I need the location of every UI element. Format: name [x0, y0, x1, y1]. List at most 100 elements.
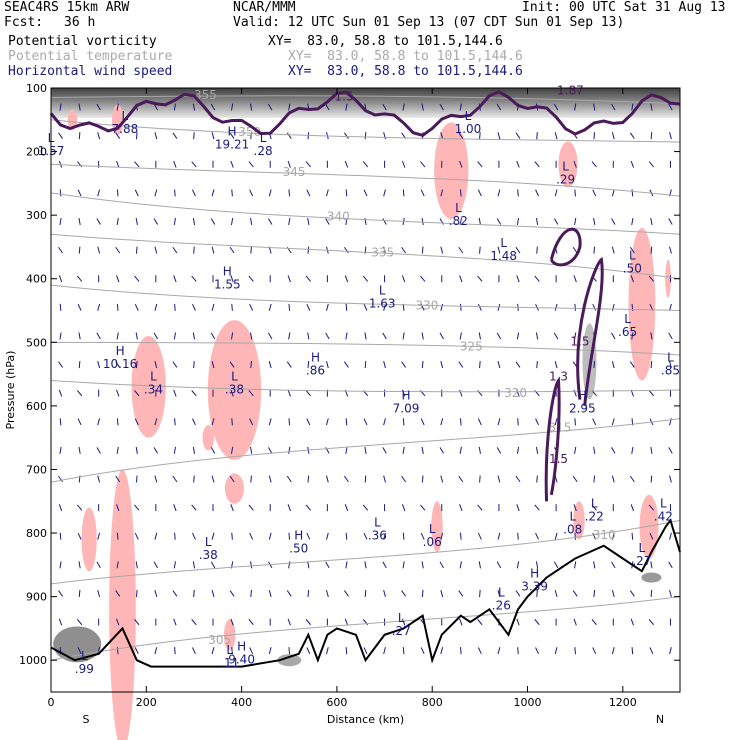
pv-shading-surface — [641, 572, 662, 583]
wind-vector — [59, 561, 62, 569]
wind-vector — [477, 303, 482, 311]
wind-vector — [593, 246, 596, 254]
wind-vector — [593, 103, 596, 111]
wind-vector — [211, 532, 215, 540]
wind-vector — [383, 132, 386, 140]
wind-vector — [345, 561, 348, 569]
wind-vector — [250, 246, 252, 254]
wind-vector — [497, 132, 501, 140]
pv-contour-layer — [49, 90, 681, 502]
wind-vector — [288, 532, 291, 540]
wind-vector — [459, 618, 463, 626]
wind-vector-layer — [58, 103, 673, 655]
wind-vector — [630, 618, 635, 626]
wind-vector — [135, 361, 138, 369]
wind-vector — [536, 589, 538, 597]
wind-vector — [459, 504, 463, 512]
wind-vector — [554, 303, 558, 311]
wind-vector — [172, 246, 178, 254]
wind-vector — [650, 561, 653, 569]
wind-vector — [59, 217, 62, 226]
low-value: .27 — [632, 554, 651, 568]
wind-vector — [231, 303, 233, 311]
wind-vector — [440, 532, 444, 540]
negative-pv-blob — [558, 141, 578, 188]
wind-vector — [421, 589, 424, 597]
wind-vector — [231, 189, 233, 197]
wind-vector — [402, 189, 405, 197]
wind-vector — [154, 132, 158, 140]
low-value: .28 — [254, 144, 273, 158]
wind-vector — [421, 217, 424, 226]
wind-vector — [325, 532, 329, 540]
wind-vector — [210, 103, 216, 111]
wind-vector — [517, 418, 519, 426]
field-xy-pv: XY= 83.0, 58.8 to 101.5,144.6 — [268, 34, 503, 49]
wind-vector — [174, 418, 176, 426]
wind-vector — [534, 275, 540, 282]
wind-vector — [135, 246, 138, 254]
wind-vector — [497, 647, 501, 655]
wind-vector — [77, 532, 82, 540]
wind-vector — [97, 246, 101, 254]
wind-vector — [344, 275, 349, 283]
low-value: .50 — [623, 262, 642, 276]
negative-pv-blob — [111, 104, 124, 136]
wind-vector — [307, 332, 310, 340]
high-value: 19.21 — [215, 138, 249, 152]
wind-vector — [192, 303, 196, 311]
wind-vector — [288, 189, 291, 197]
wind-vector — [631, 332, 634, 340]
wind-vector — [363, 647, 368, 655]
wind-vector — [383, 189, 386, 197]
wind-vector — [459, 332, 462, 340]
low-letter: L — [624, 312, 631, 326]
fcst-label: Fcst: — [4, 15, 44, 30]
wind-vector — [344, 160, 349, 168]
theta-isentrope-label: 305 — [208, 633, 231, 647]
wind-vector — [268, 303, 272, 311]
high-value: .86 — [306, 363, 325, 377]
wind-vector — [78, 132, 81, 140]
wind-vector — [76, 619, 83, 626]
wind-vector — [154, 303, 158, 311]
wind-vector — [439, 103, 444, 111]
wind-vector — [534, 504, 540, 511]
wind-vector — [496, 447, 502, 454]
wind-vector — [535, 418, 539, 426]
wind-vector — [134, 619, 140, 626]
wind-vector — [497, 532, 501, 540]
wind-vector — [458, 132, 464, 139]
x-tick-label: 1200 — [609, 696, 637, 709]
low-value: .42 — [654, 510, 673, 524]
theta-isentrope — [50, 163, 681, 197]
wind-vector — [173, 618, 177, 626]
wind-vector — [554, 589, 558, 597]
wind-vector — [172, 590, 178, 597]
wind-vector — [364, 475, 367, 483]
negative-pv-blob — [665, 259, 671, 298]
theta-isentrope — [50, 192, 681, 235]
wind-vector — [211, 361, 215, 369]
wind-vector — [325, 561, 330, 569]
wind-vector — [345, 532, 348, 540]
wind-vector — [459, 160, 463, 168]
wind-vector — [382, 447, 387, 454]
wind-vector — [516, 275, 520, 283]
wind-vector — [382, 218, 387, 225]
pv-contour-label: 1.5 — [570, 334, 589, 348]
wind-vector — [268, 647, 272, 655]
x-tick-label: 200 — [136, 696, 157, 709]
wind-vector — [535, 189, 539, 197]
wind-vector — [402, 647, 405, 655]
wind-vector — [383, 246, 386, 254]
wind-vector — [517, 532, 519, 540]
wind-vector — [96, 332, 101, 340]
wind-vector — [250, 475, 252, 483]
wind-vector — [210, 561, 216, 569]
wind-vector — [363, 532, 368, 540]
low-value: .26 — [492, 599, 511, 613]
wind-vector — [420, 275, 426, 282]
wind-vector — [650, 361, 653, 369]
wind-vector — [211, 418, 215, 426]
